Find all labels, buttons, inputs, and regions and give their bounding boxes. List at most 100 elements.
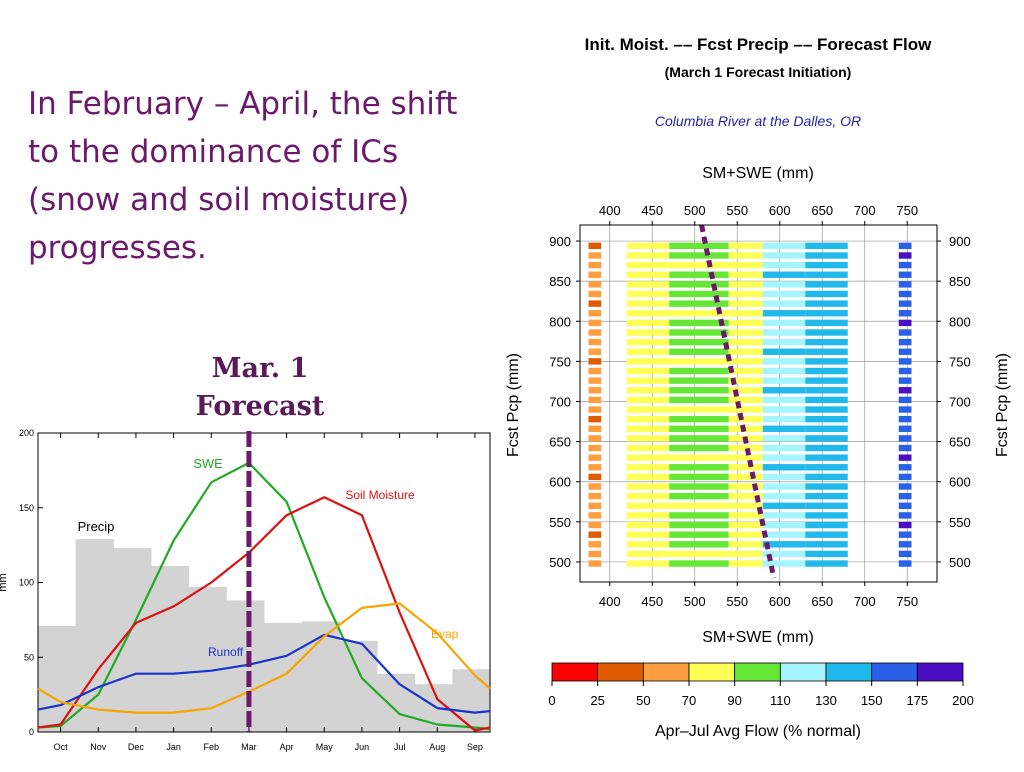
data-block	[898, 406, 912, 413]
data-block	[762, 512, 806, 519]
data-block	[588, 300, 602, 307]
x-tick-label: Apr	[280, 742, 294, 752]
data-block	[898, 319, 912, 327]
data-block	[588, 550, 602, 558]
x-tick-label: Dec	[128, 742, 145, 752]
data-block	[762, 531, 806, 538]
data-block	[762, 252, 806, 259]
y-tick-label-right: 800	[949, 314, 971, 329]
x-tick-label-bottom: 500	[684, 594, 706, 609]
data-block	[669, 531, 729, 538]
data-block	[728, 541, 763, 548]
data-block	[669, 348, 729, 355]
data-block	[762, 454, 806, 461]
forecast-label-line1: Mar. 1	[211, 353, 309, 384]
data-block	[728, 550, 763, 558]
data-block	[805, 550, 848, 558]
data-block	[805, 387, 848, 394]
precip-bar	[377, 673, 416, 732]
data-block	[728, 387, 763, 394]
y-tick-label-left: 900	[549, 234, 571, 249]
data-block	[805, 271, 848, 278]
water-balance-chart: 0 50 100 150 200 mm Oct Nov Dec Jan Feb Mar Apr May Ju…	[0, 420, 500, 768]
data-block	[762, 338, 806, 346]
data-block	[626, 454, 670, 461]
data-block	[669, 454, 729, 461]
data-block	[805, 560, 848, 567]
y-tick-label-right: 600	[949, 475, 971, 490]
x-tick-label: Jan	[166, 742, 181, 752]
data-block	[669, 483, 729, 490]
data-block	[588, 521, 602, 529]
swe-label: SWE	[193, 456, 223, 471]
forecast-flow-heatmap: Init. Moist. –– Fcst Precip –– Forecast …	[500, 25, 1020, 760]
data-block	[805, 454, 848, 461]
x-tick-label-bottom: 600	[769, 594, 791, 609]
data-block	[728, 406, 763, 413]
y-tick-label-right: 750	[949, 354, 971, 369]
data-block	[588, 435, 602, 442]
data-block	[762, 310, 806, 317]
data-block	[626, 290, 670, 298]
data-block	[588, 242, 602, 250]
data-block	[588, 512, 602, 519]
data-block	[588, 387, 602, 394]
colorbar-tick-label: 90	[727, 693, 741, 708]
data-block	[762, 387, 806, 394]
colorbar-tick-label: 25	[590, 693, 604, 708]
data-block	[805, 464, 848, 471]
data-block	[626, 252, 670, 259]
colorbar-segment	[916, 662, 964, 682]
colorbar-tick-label: 150	[861, 693, 883, 708]
data-block	[626, 300, 670, 307]
data-block	[626, 358, 670, 365]
y-tick-label: 100	[19, 578, 34, 588]
data-block	[669, 541, 729, 548]
colorbar-tick-label: 200	[952, 693, 974, 708]
data-block	[728, 338, 763, 346]
data-block	[762, 281, 806, 288]
data-block	[805, 290, 848, 298]
colorbar-segment	[597, 662, 644, 682]
x-tick-label-top: 700	[854, 203, 876, 218]
y-axis-label: mm	[0, 573, 9, 591]
data-block	[588, 464, 602, 471]
data-block	[728, 242, 763, 250]
data-block	[805, 425, 848, 432]
data-block	[588, 271, 602, 278]
data-block	[762, 444, 806, 452]
data-block	[805, 492, 848, 500]
data-block	[588, 406, 602, 413]
series-line-swe	[37, 461, 491, 731]
y-tick-label-right: 550	[949, 515, 971, 530]
data-block	[626, 387, 670, 394]
data-block	[805, 483, 848, 490]
y-tick-label: 50	[24, 652, 34, 662]
data-block	[898, 521, 912, 529]
data-block	[898, 425, 912, 432]
x-tick-label: Mar	[241, 742, 257, 752]
x-tick-label-bottom: 650	[811, 594, 833, 609]
data-block	[762, 261, 806, 269]
data-block	[898, 261, 912, 269]
x-tick-label-top: 600	[769, 203, 791, 218]
data-block	[898, 252, 912, 259]
data-block	[898, 367, 912, 375]
data-block	[669, 492, 729, 500]
data-block	[898, 310, 912, 317]
evap-label: Evap	[431, 627, 459, 641]
data-block	[669, 464, 729, 471]
water-balance-svg: 0 50 100 150 200 mm Oct Nov Dec Jan Feb Mar Apr May Ju…	[0, 428, 491, 752]
data-block	[588, 444, 602, 452]
data-block	[588, 290, 602, 298]
data-block	[762, 464, 806, 471]
data-block	[805, 444, 848, 452]
x-tick-label-top: 500	[684, 203, 706, 218]
data-block	[898, 435, 912, 442]
data-block	[588, 473, 602, 481]
data-block	[626, 281, 670, 288]
data-block	[669, 242, 729, 250]
y-tick-label-left: 700	[549, 394, 571, 409]
data-block	[669, 367, 729, 375]
data-block	[626, 492, 670, 500]
